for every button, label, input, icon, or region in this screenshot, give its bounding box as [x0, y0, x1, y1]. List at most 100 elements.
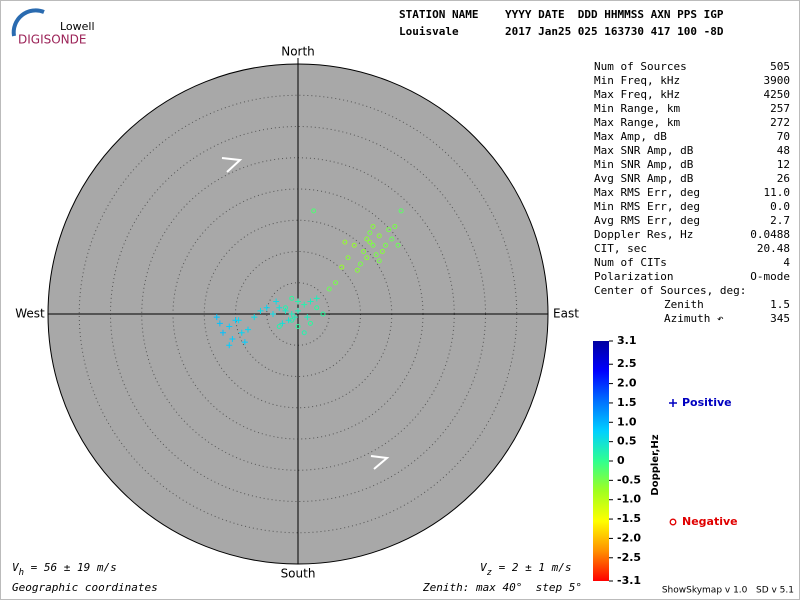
legend-label: Positive	[682, 396, 732, 409]
vh-label: Vh = 56 ± 19 m/s	[12, 561, 117, 578]
stat-label: Num of Sources	[594, 60, 687, 73]
source-circle	[392, 224, 398, 229]
source-circle	[376, 258, 382, 264]
stat-value: 2.7	[770, 214, 790, 227]
stat-label: Min Range, km	[594, 102, 680, 115]
arrow	[221, 157, 243, 173]
source-circle	[314, 305, 320, 311]
source-plus	[276, 304, 283, 311]
west-label: West	[15, 307, 45, 321]
colorbar-title: Doppler,Hz	[650, 434, 661, 495]
source-plus	[295, 307, 301, 314]
source-plus	[257, 307, 264, 314]
source-plus	[213, 314, 220, 321]
stat-label: Max Freq, kHz	[594, 88, 680, 101]
source-plus	[245, 326, 251, 333]
center-value: 345	[770, 312, 790, 325]
stat-label: Avg SNR Amp, dB	[594, 172, 694, 185]
plot-area	[47, 58, 549, 565]
stat-value: 26	[777, 172, 790, 185]
source-circle	[345, 255, 351, 261]
north-label: North	[281, 45, 315, 59]
stat-label: Max Range, km	[594, 116, 680, 129]
stat-label: Min Freq, kHz	[594, 74, 680, 87]
stat-value: 505	[770, 60, 790, 73]
source-circle	[383, 242, 388, 248]
source-circle	[308, 320, 313, 326]
header-values: Louisvale 2017 Jan25 025 163730 417 100 …	[399, 25, 724, 38]
source-plus	[229, 336, 236, 342]
source-circle	[333, 280, 338, 286]
stat-value: 12	[777, 158, 790, 171]
source-circle	[326, 286, 332, 292]
source-circle	[295, 324, 301, 329]
source-plus	[226, 323, 233, 330]
source-plus	[216, 320, 223, 327]
source-plus	[285, 317, 292, 324]
source-circle	[354, 267, 360, 273]
stat-label: Polarization	[594, 270, 673, 283]
stat-value: 272	[770, 116, 790, 129]
colorbar-tick-label: 1.0	[617, 415, 637, 428]
stat-label: Min RMS Err, deg	[594, 200, 700, 213]
stat-value: 3900	[764, 74, 791, 87]
source-plus	[235, 317, 242, 324]
source-plus	[241, 339, 248, 346]
source-plus	[307, 298, 314, 305]
source-plus	[304, 314, 311, 321]
source-circle	[358, 261, 363, 267]
stat-label: Min SNR Amp, dB	[594, 158, 694, 171]
source-plus	[251, 314, 258, 321]
logo-swoosh	[11, 8, 45, 37]
vz-label: Vz = 2 ± 1 m/s	[480, 561, 572, 578]
colorbar-tick-label: -1.0	[617, 493, 641, 506]
center-label: Zenith	[664, 298, 704, 311]
stat-value: 20.48	[757, 242, 790, 255]
colorbar-tick-label: 2.0	[617, 377, 637, 390]
source-circle	[367, 239, 373, 245]
stat-value: O-mode	[750, 270, 790, 283]
source-plus	[279, 320, 286, 327]
logo-top: Lowell	[60, 20, 95, 33]
source-plus	[291, 314, 298, 321]
source-circle	[376, 233, 382, 239]
stat-value: 48	[777, 144, 790, 157]
east-label: East	[553, 307, 579, 321]
stat-value: 0.0	[770, 200, 790, 213]
version-label: ShowSkymap v 1.0 SD v 5.1	[662, 586, 794, 596]
source-plus	[263, 304, 270, 311]
stat-label: Doppler Res, Hz	[594, 228, 693, 241]
source-plus	[226, 342, 233, 349]
source-circle	[351, 242, 357, 248]
zenith-label: Zenith: max 40° step 5°	[422, 581, 582, 594]
source-circle	[301, 330, 307, 336]
colorbar-tick-label: 3.1	[617, 334, 637, 347]
stat-label: Avg RMS Err, deg	[594, 214, 700, 227]
source-circle	[364, 255, 370, 261]
source-circle	[395, 242, 401, 248]
source-circle	[364, 236, 370, 242]
stat-value: 4	[783, 256, 790, 269]
source-plus	[273, 298, 280, 305]
source-circle	[320, 311, 326, 317]
center-title: Center of Sources, deg:	[594, 284, 746, 297]
source-circle	[311, 208, 317, 214]
source-plus	[270, 311, 276, 317]
source-plus	[313, 295, 320, 302]
colorbar-tick-label: 2.5	[617, 357, 637, 370]
stat-value: 11.0	[764, 186, 791, 199]
legend-symbol	[669, 518, 677, 526]
stat-value: 0.0488	[750, 228, 790, 241]
stat-value: 257	[770, 102, 790, 115]
colorbar-tick-label: 0.5	[617, 435, 637, 448]
source-plus	[295, 298, 301, 305]
arrow	[370, 455, 390, 470]
colorbar-tick-label: 0	[617, 454, 625, 467]
source-circle	[339, 264, 345, 270]
source-circle	[289, 295, 295, 301]
source-circle	[289, 317, 295, 323]
colorbar-tick-label: -0.5	[617, 473, 641, 486]
source-circle	[373, 252, 379, 258]
colorbar-tick-label: 1.5	[617, 396, 637, 409]
